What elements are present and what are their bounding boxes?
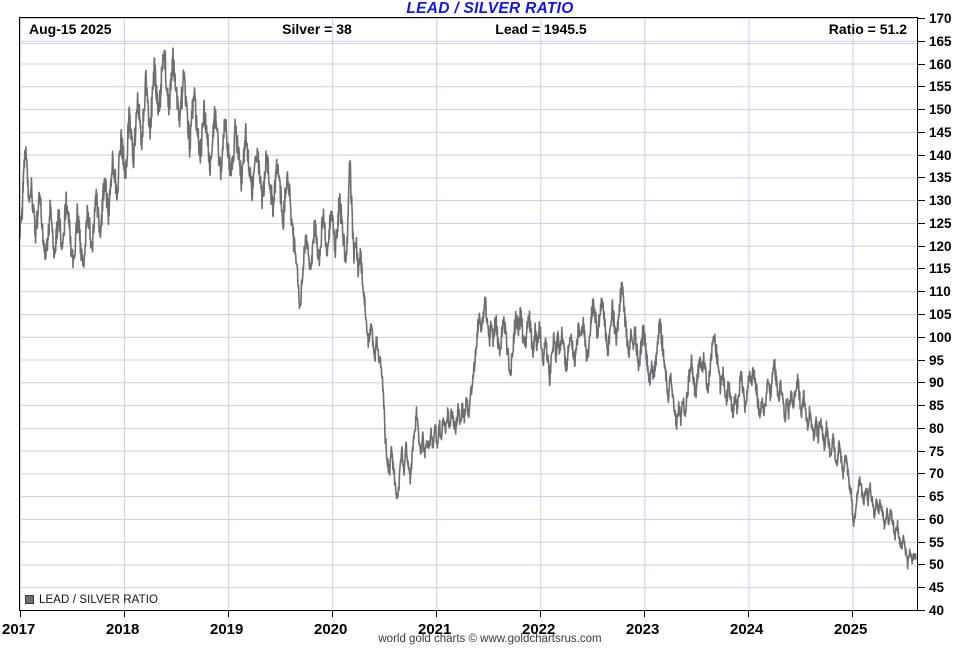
x-tick-mark (748, 611, 749, 617)
y-tick-mark (918, 382, 925, 383)
y-tick-label: 40 (929, 603, 945, 618)
x-tick-mark (20, 611, 21, 617)
y-tick-mark (918, 177, 925, 178)
y-tick-label: 140 (929, 148, 952, 163)
y-tick-label: 85 (929, 398, 945, 413)
y-tick-mark (918, 64, 925, 65)
chart-title: LEAD / SILVER RATIO (406, 0, 574, 17)
y-tick-mark (918, 428, 925, 429)
y-tick-label: 160 (929, 57, 952, 72)
y-tick-label: 65 (929, 489, 945, 504)
y-tick-label: 155 (929, 79, 952, 94)
y-tick-mark (918, 610, 925, 611)
y-tick-label: 115 (929, 261, 951, 276)
price-line-chart (20, 18, 917, 610)
y-tick-label: 55 (929, 535, 945, 550)
y-tick-mark (918, 200, 925, 201)
y-tick-label: 70 (929, 466, 945, 481)
y-tick-label: 110 (929, 284, 951, 299)
x-axis: 2017 2018 2019 2020 2021 2022 2023 2024 2025 (0, 611, 980, 650)
y-tick-mark (918, 268, 925, 269)
x-tick-mark (332, 611, 333, 617)
y-tick-mark (918, 314, 925, 315)
y-tick-mark (918, 564, 925, 565)
y-tick-mark (918, 337, 925, 338)
x-tick-mark (852, 611, 853, 617)
y-tick-label: 170 (929, 11, 952, 26)
y-tick-mark (918, 109, 925, 110)
y-tick-label: 135 (929, 170, 952, 185)
y-tick-mark (918, 542, 925, 543)
y-tick-label: 60 (929, 512, 945, 527)
y-tick-mark (918, 18, 925, 19)
legend-label: LEAD / SILVER RATIO (39, 593, 159, 606)
gridlines (20, 18, 917, 610)
y-tick-label: 80 (929, 421, 945, 436)
y-tick-mark (918, 360, 925, 361)
y-tick-label: 125 (929, 216, 952, 231)
y-tick-label: 95 (929, 353, 945, 368)
y-tick-mark (918, 451, 925, 452)
y-tick-mark (918, 473, 925, 474)
plot-area (19, 17, 918, 611)
chart-legend[interactable]: LEAD / SILVER RATIO (25, 592, 158, 607)
y-tick-mark (918, 132, 925, 133)
y-tick-mark (918, 223, 925, 224)
y-tick-label: 50 (929, 557, 945, 572)
y-tick-label: 150 (929, 102, 952, 117)
y-tick-mark (918, 41, 925, 42)
y-tick-label: 45 (929, 580, 945, 595)
y-tick-mark (918, 291, 925, 292)
y-tick-label: 100 (929, 330, 952, 345)
y-tick-label: 75 (929, 444, 945, 459)
x-tick-label: 2021 (418, 621, 452, 638)
y-tick-mark (918, 519, 925, 520)
y-tick-label: 120 (929, 239, 952, 254)
y-tick-label: 145 (929, 125, 952, 140)
x-tick-label: 2017 (2, 621, 36, 638)
x-tick-label: 2024 (730, 621, 764, 638)
series-line-lead-silver-ratio (20, 47, 917, 570)
y-tick-mark (918, 405, 925, 406)
x-tick-label: 2018 (106, 621, 140, 638)
y-tick-mark (918, 496, 925, 497)
y-tick-mark (918, 86, 925, 87)
x-tick-mark (436, 611, 437, 617)
x-tick-label: 2019 (210, 621, 244, 638)
y-axis: 170 165 160 155 150 145 140 135 130 125 120 115 110 1… (918, 0, 980, 650)
y-tick-mark (918, 246, 925, 247)
x-tick-label: 2023 (626, 621, 660, 638)
x-tick-label: 2020 (314, 621, 348, 638)
x-tick-mark (644, 611, 645, 617)
x-tick-mark (124, 611, 125, 617)
y-tick-label: 90 (929, 375, 945, 390)
x-tick-label: 2022 (522, 621, 556, 638)
footer-credit: world gold charts © www.goldchartsrus.co… (378, 633, 602, 645)
y-tick-label: 105 (929, 307, 952, 322)
y-tick-mark (918, 587, 925, 588)
x-tick-label: 2025 (834, 621, 868, 638)
y-tick-mark (918, 155, 925, 156)
y-tick-label: 165 (929, 34, 952, 49)
x-tick-mark (540, 611, 541, 617)
legend-swatch-icon (25, 595, 34, 604)
x-tick-mark (228, 611, 229, 617)
y-tick-label: 130 (929, 193, 952, 208)
